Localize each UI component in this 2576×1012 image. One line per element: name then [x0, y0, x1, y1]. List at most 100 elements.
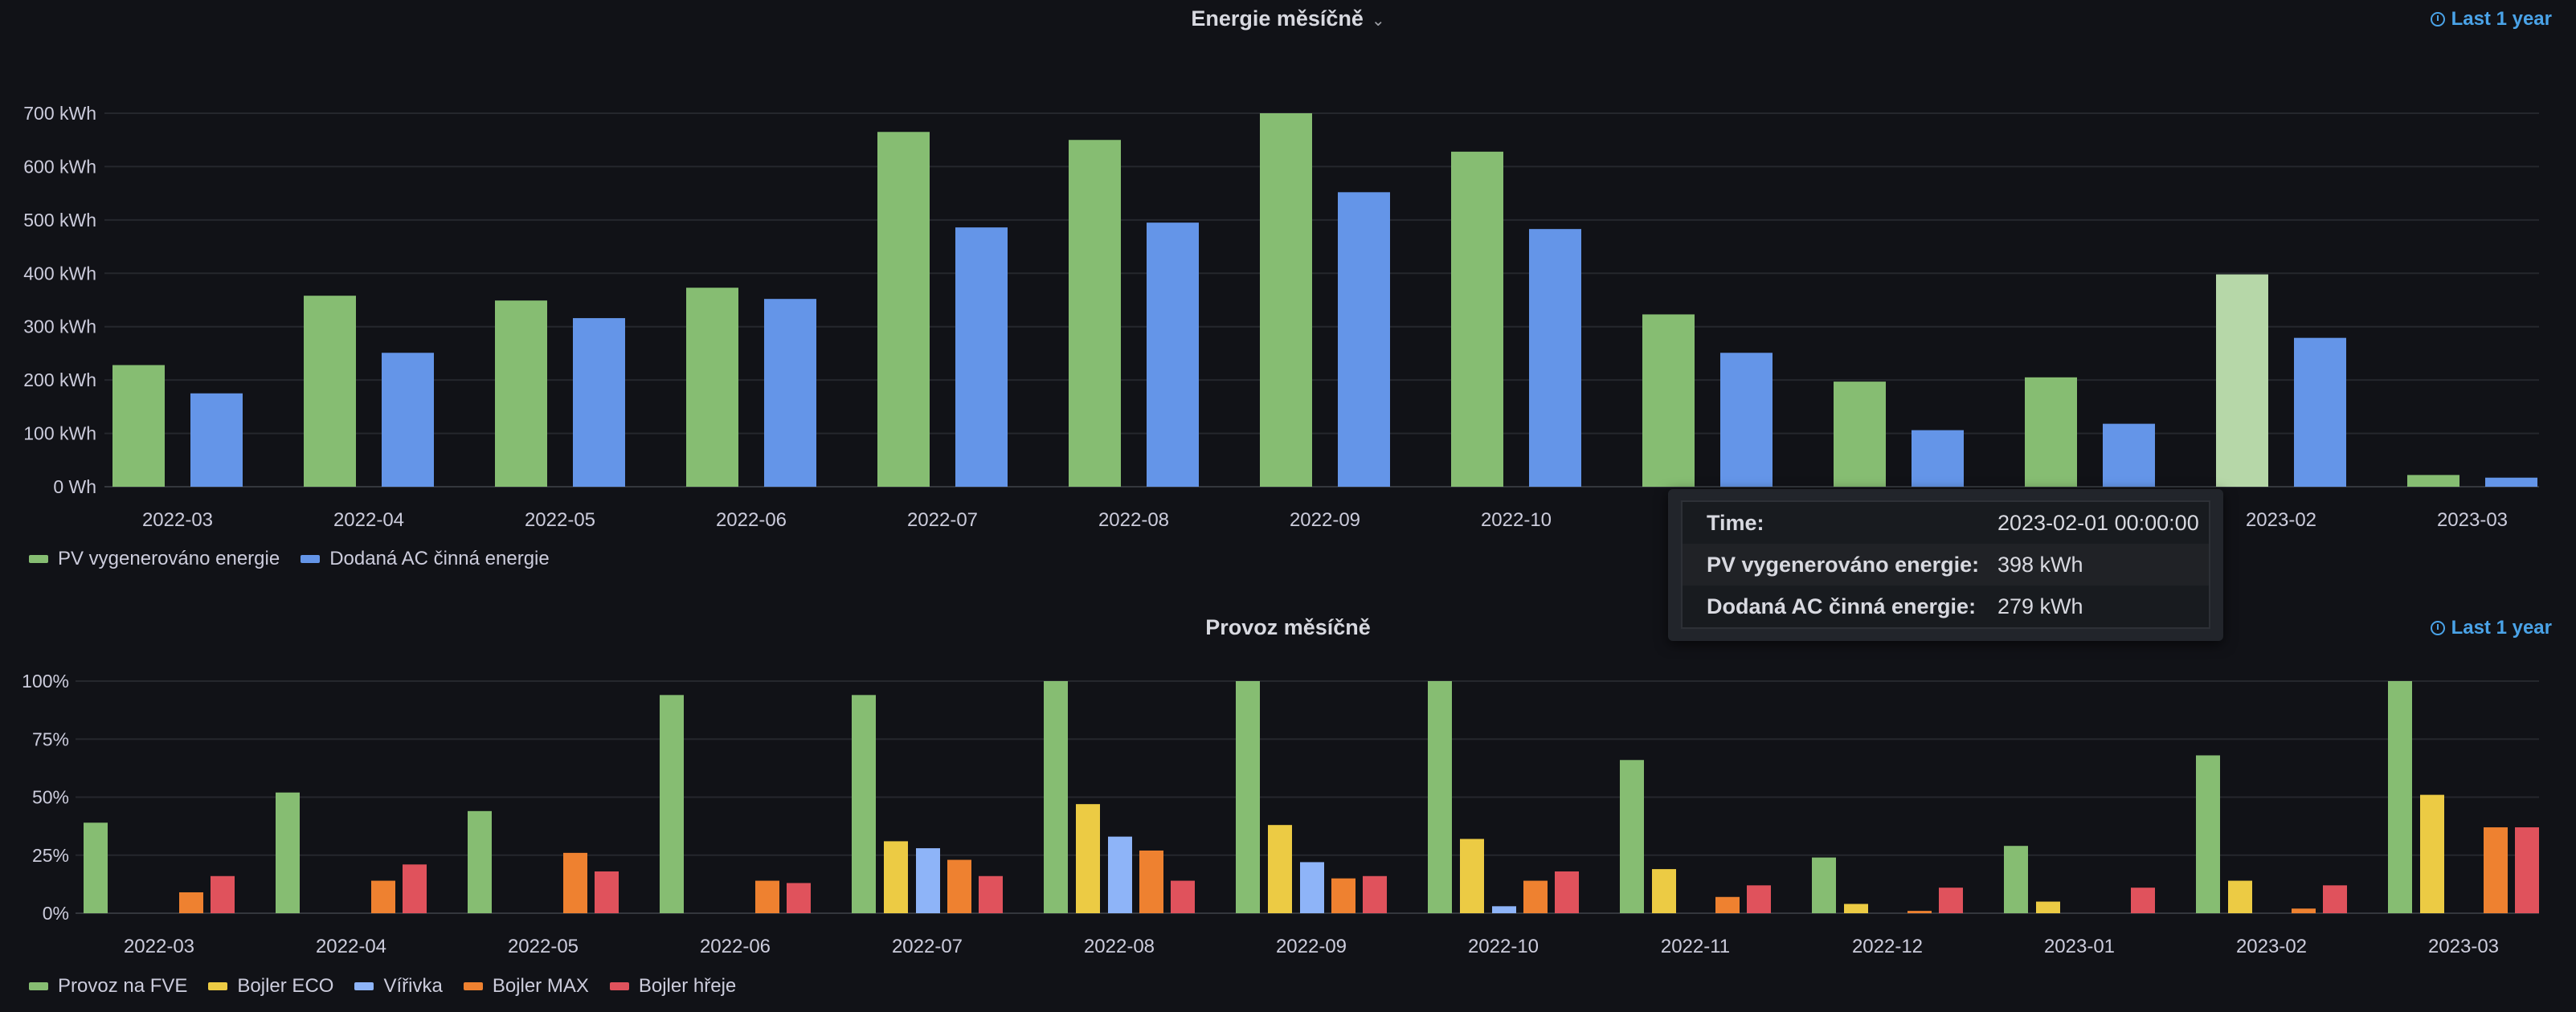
bar-bojler-max — [947, 859, 971, 913]
panel-title-text: Energie měsíčně — [1191, 6, 1364, 31]
legend-label: Bojler MAX — [492, 975, 589, 997]
bar-provoz-na-fve — [1236, 681, 1260, 913]
bar-bojler-max — [2484, 827, 2508, 913]
y-tick-label: 100 kWh — [23, 423, 96, 444]
clock-icon — [2430, 12, 2445, 27]
tooltip-table: Time: 2023-02-01 00:00:00 PV vygenerováno… — [1681, 500, 2210, 629]
bar-provoz-na-fve — [1812, 857, 1836, 913]
bar-bojler-h-eje — [595, 871, 619, 913]
bar-bojler-max — [563, 852, 587, 913]
tooltip-row-time: Time: 2023-02-01 00:00:00 — [1683, 502, 2209, 544]
bar-provoz-na-fve — [2004, 846, 2028, 913]
bar-provoz-na-fve — [2388, 681, 2412, 913]
bar-v-ivka — [1108, 836, 1132, 913]
panel-title-text: Provoz měsíčně — [1205, 615, 1371, 639]
legend-swatch — [463, 982, 483, 990]
bar-bojler-eco — [1652, 869, 1676, 913]
x-tick-label: 2023-02 — [2236, 936, 2307, 957]
bar-bojler-eco — [2420, 794, 2444, 913]
time-range-label: Last 1 year — [2451, 617, 2552, 639]
legend-swatch — [609, 982, 629, 990]
legend-swatch — [354, 982, 374, 990]
bar-bojler-max — [1331, 878, 1355, 913]
bar-pv-vygenerov-no-energie — [2407, 475, 2459, 487]
x-tick-label: 2022-11 — [1661, 936, 1730, 957]
legend-label: Provoz na FVE — [58, 975, 188, 997]
x-tick-label: 2022-10 — [1468, 936, 1539, 957]
bar-provoz-na-fve — [276, 792, 300, 913]
tooltip-value: 2023-02-01 00:00:00 — [1997, 510, 2199, 535]
x-tick-label: 2022-07 — [907, 509, 978, 531]
x-tick-label: 2022-05 — [508, 936, 579, 957]
bar-v-ivka — [1492, 906, 1516, 913]
panel-title-energie[interactable]: Energie měsíčně ⌄ — [1191, 6, 1384, 31]
x-tick-label: 2022-06 — [700, 936, 771, 957]
bar-pv-vygenerov-no-energie — [1260, 113, 1312, 487]
bar-dodan-ac-inn-energie — [1912, 430, 1964, 487]
legend-item-provoz-fve[interactable]: Provoz na FVE — [29, 975, 187, 998]
x-tick-label: 2022-12 — [1852, 936, 1923, 957]
bar-pv-vygenerov-no-energie — [112, 365, 165, 487]
bar-pv-vygenerov-no-energie — [304, 296, 356, 487]
bar-bojler-max — [1523, 880, 1548, 913]
bar-provoz-na-fve — [660, 695, 684, 913]
bar-pv-vygenerov-no-energie — [1642, 314, 1695, 487]
tooltip-row-pv: PV vygenerováno energie: 398 kWh — [1683, 544, 2209, 586]
bar-bojler-h-eje — [1747, 885, 1771, 913]
time-range-label: Last 1 year — [2451, 8, 2552, 30]
bar-bojler-h-eje — [1939, 888, 1963, 913]
chevron-down-icon[interactable]: ⌄ — [1371, 12, 1385, 30]
x-tick-label: 2022-09 — [1276, 936, 1347, 957]
x-tick-label: 2022-08 — [1084, 936, 1155, 957]
bar-bojler-max — [1907, 911, 1932, 913]
x-tick-label: 2022-04 — [333, 509, 404, 531]
bar-bojler-max — [1139, 850, 1163, 913]
panel-title-provoz[interactable]: Provoz měsíčně — [1205, 615, 1371, 640]
y-tick-label: 0% — [43, 903, 69, 924]
bar-dodan-ac-inn-energie — [1147, 222, 1199, 487]
legend-item-virivka[interactable]: Vířivka — [354, 975, 443, 998]
time-range-picker-provoz[interactable]: Last 1 year — [2430, 617, 2552, 639]
legend-swatch — [301, 555, 321, 563]
bar-v-ivka — [916, 848, 940, 913]
y-tick-label: 700 kWh — [23, 103, 96, 124]
bar-bojler-h-eje — [403, 864, 427, 913]
x-tick-label: 2022-05 — [525, 509, 595, 531]
legend-label: Dodaná AC činná energie — [329, 548, 550, 569]
legend-item-pv[interactable]: PV vygenerováno energie — [29, 548, 280, 570]
legend-label: Vířivka — [383, 975, 443, 997]
legend-energie: PV vygenerováno energie Dodaná AC činná … — [29, 548, 550, 570]
bar-provoz-na-fve — [852, 695, 876, 913]
bar-dodan-ac-inn-energie — [382, 353, 434, 487]
legend-provoz: Provoz na FVE Bojler ECO Vířivka Bojler … — [29, 975, 736, 998]
tooltip-key: Dodaná AC činná energie: — [1707, 594, 1977, 618]
y-tick-label: 50% — [32, 787, 69, 808]
tooltip-key: Time: — [1707, 510, 1764, 535]
x-tick-label: 2022-08 — [1098, 509, 1169, 531]
time-range-picker-energie[interactable]: Last 1 year — [2430, 8, 2552, 31]
legend-label: Bojler ECO — [237, 975, 334, 997]
bar-bojler-h-eje — [211, 875, 235, 913]
bar-bojler-h-eje — [1555, 871, 1579, 913]
bar-bojler-eco — [1268, 825, 1292, 913]
bar-bojler-h-eje — [1171, 880, 1195, 913]
bar-dodan-ac-inn-energie — [764, 299, 816, 487]
legend-item-bojler-max[interactable]: Bojler MAX — [463, 975, 589, 998]
tooltip-value: 398 kWh — [1997, 552, 2083, 577]
bar-pv-vygenerov-no-energie — [1451, 151, 1503, 488]
x-tick-label: 2022-07 — [892, 936, 963, 957]
bar-bojler-eco — [2036, 901, 2060, 913]
bar-bojler-max — [1715, 896, 1740, 913]
legend-swatch — [29, 982, 48, 990]
legend-item-bojler-hreje[interactable]: Bojler hřeje — [609, 975, 736, 998]
bar-bojler-max — [371, 880, 395, 913]
bar-bojler-eco — [1460, 839, 1484, 913]
bar-pv-vygenerov-no-energie — [1834, 382, 1886, 487]
x-tick-label: 2023-03 — [2428, 936, 2499, 957]
x-tick-label: 2022-10 — [1481, 509, 1552, 531]
bar-bojler-eco — [1844, 904, 1868, 913]
legend-item-ac[interactable]: Dodaná AC činná energie — [301, 548, 550, 570]
bar-provoz-na-fve — [2196, 755, 2220, 913]
legend-item-bojler-eco[interactable]: Bojler ECO — [208, 975, 333, 998]
